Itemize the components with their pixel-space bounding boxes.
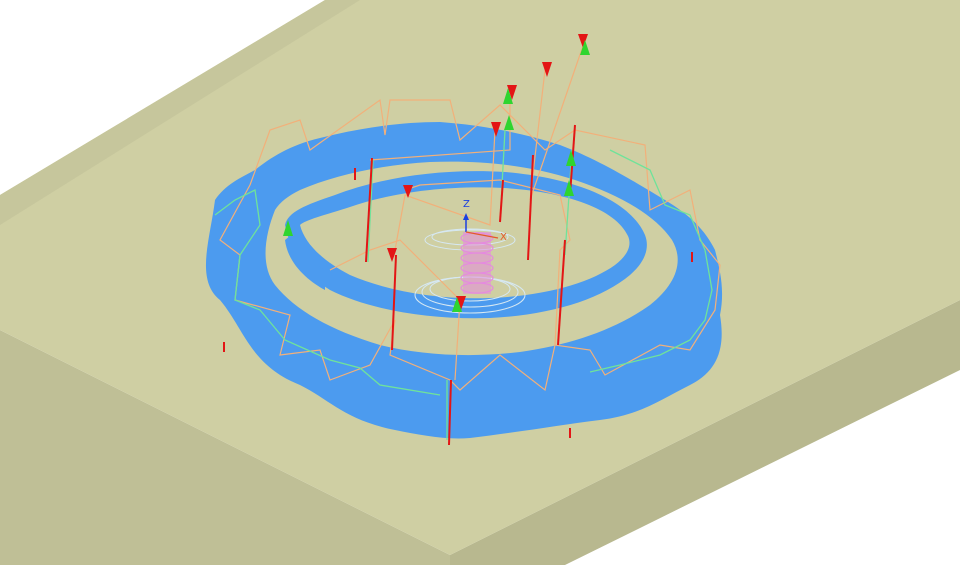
green-up-arrow-icon	[452, 297, 462, 312]
part-outer-gear-ring	[205, 122, 723, 439]
z-axis-label: Z	[463, 199, 470, 210]
stock-back-edge	[0, 0, 360, 225]
part-inner-ring	[285, 171, 647, 319]
cut-outer-profile-right	[589, 149, 713, 373]
drill-hole	[365, 157, 373, 263]
green-up-arrow-icon	[564, 180, 574, 196]
exit-markers	[283, 40, 590, 312]
green-up-arrow-icon	[283, 220, 293, 236]
drill-hole	[499, 179, 504, 223]
drill-hole	[448, 379, 452, 446]
drill-hole	[527, 154, 534, 261]
thread-turn	[460, 282, 494, 294]
gear-outer-wall	[205, 122, 723, 439]
red-down-arrow-icon	[491, 122, 501, 137]
coordinate-triad: Z X	[463, 199, 507, 243]
cut-plunge	[367, 159, 374, 263]
cut-outer-profile-left	[214, 189, 441, 396]
green-up-arrow-icon	[566, 150, 576, 166]
rapid-retract-1	[369, 95, 511, 161]
green-up-arrow-icon	[504, 115, 514, 130]
x-axis-line	[465, 231, 499, 239]
green-up-arrow-icon	[503, 88, 513, 104]
inner-ring-lower-band	[285, 228, 325, 290]
cutting-toolpaths	[214, 129, 713, 440]
red-down-arrow-icon	[456, 296, 466, 310]
stock-side-left	[0, 330, 450, 565]
entry-markers	[387, 34, 588, 310]
thread-mill-helix	[460, 232, 494, 294]
x-axis-label: X	[500, 232, 507, 243]
drill-hole	[391, 254, 397, 351]
rapid-inner-link-2	[329, 239, 461, 381]
drill-holes	[223, 124, 693, 446]
red-down-arrow-icon	[578, 34, 588, 48]
z-axis-arrow-icon	[463, 213, 469, 220]
red-down-arrow-icon	[403, 185, 413, 198]
rapid-retract-3	[394, 129, 496, 251]
red-down-arrow-icon	[387, 248, 397, 262]
green-up-arrow-icon	[580, 40, 590, 55]
rapid-inner-link	[404, 179, 571, 346]
cut-plunge	[564, 149, 573, 256]
stock-side-right	[450, 300, 960, 565]
red-down-arrow-icon	[507, 85, 517, 100]
drill-hole	[557, 239, 566, 346]
red-down-arrow-icon	[542, 62, 552, 77]
